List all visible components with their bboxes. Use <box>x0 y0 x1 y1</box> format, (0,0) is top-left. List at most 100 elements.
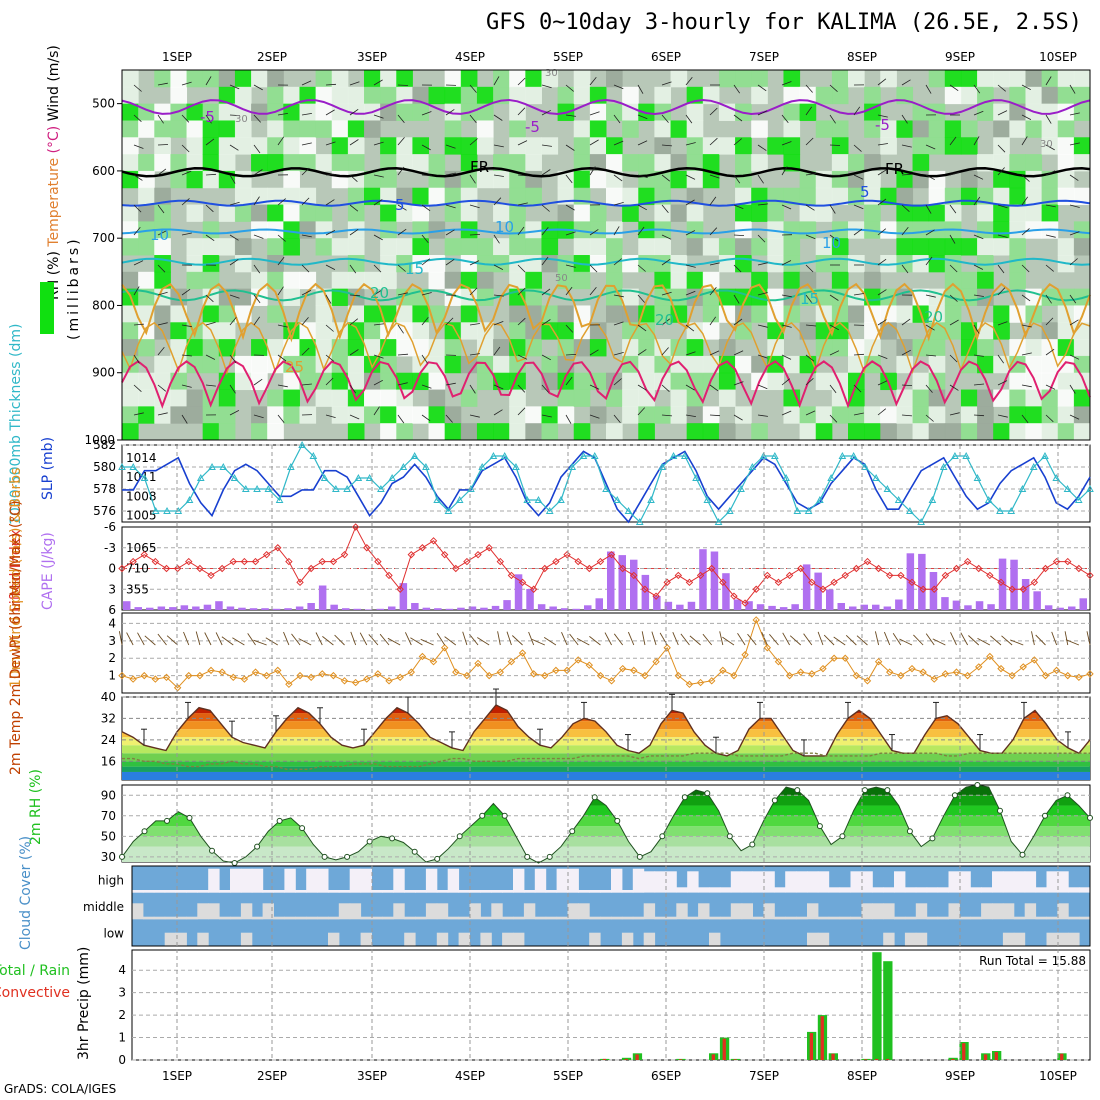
cape-bar <box>192 606 200 610</box>
thickness-marker <box>906 506 914 514</box>
wind-barb <box>973 110 984 116</box>
rh-cell <box>654 339 672 357</box>
cloud-cell <box>1002 871 1015 893</box>
wind-barb <box>661 318 671 326</box>
wind-barb <box>325 377 334 386</box>
wind-barb <box>817 631 824 646</box>
wind-barb <box>589 349 599 356</box>
wind-speed-marker <box>1008 671 1016 680</box>
wind-barb <box>195 631 201 646</box>
wind-speed-marker <box>596 671 605 680</box>
lifted-index-marker <box>685 578 694 587</box>
wind-barb <box>853 174 864 180</box>
lifted-index-marker <box>285 557 293 566</box>
rh-cell <box>412 154 430 172</box>
rh-cell <box>444 70 462 88</box>
rh-cell <box>670 170 688 189</box>
rh-cell <box>606 154 623 172</box>
wind-barb <box>997 167 1005 176</box>
rh-cell <box>783 187 801 206</box>
wind-barb <box>322 636 334 646</box>
wind-speed-marker <box>274 666 282 675</box>
wind-speed-marker <box>129 675 137 683</box>
cloud-cell <box>589 890 601 893</box>
wind-barb <box>661 291 672 296</box>
rh-cell <box>1025 423 1043 441</box>
cloud-cell <box>992 903 1004 920</box>
lifted-index-marker <box>463 557 471 566</box>
thickness-marker <box>264 484 273 492</box>
wind-barb <box>637 174 648 178</box>
wind-speed-marker <box>763 644 772 652</box>
cape-bar <box>353 608 361 610</box>
rh-cell <box>509 154 526 172</box>
wind-speed-marker <box>285 680 293 689</box>
rh-cell <box>783 221 801 239</box>
wind-speed-marker <box>963 671 972 680</box>
wind-barb <box>1021 384 1032 388</box>
rh-cell <box>735 187 752 206</box>
cloud-cell <box>796 871 808 893</box>
wind-barb <box>253 414 264 419</box>
rh-cell <box>880 255 897 273</box>
contour-label: -5 <box>200 108 215 126</box>
thickness-marker <box>523 495 532 503</box>
rh-cell <box>380 154 397 172</box>
cloud-cell <box>306 916 318 920</box>
rh-cell <box>896 221 914 239</box>
wind-barb <box>229 84 240 90</box>
wind-barb <box>925 633 935 646</box>
wind-speed-marker <box>808 670 816 678</box>
cloud-cell <box>621 916 634 920</box>
rh-cell <box>815 339 833 357</box>
wind-barb <box>397 292 408 296</box>
wind-barb <box>205 138 215 146</box>
rh-cell <box>460 204 478 222</box>
thickness-marker <box>433 495 442 503</box>
rh-cell <box>1009 86 1026 105</box>
rh-cell <box>525 271 542 290</box>
wind-barb <box>1021 136 1028 146</box>
wind-barb <box>565 231 576 236</box>
rh-cell <box>476 288 494 306</box>
thickness-marker <box>1063 484 1072 492</box>
wind-barb <box>661 204 669 213</box>
wind-barb <box>157 114 164 124</box>
rh-cell <box>960 187 978 206</box>
wind-barb <box>805 354 815 362</box>
cape-bar <box>330 604 338 610</box>
y-tick-label: 700 <box>92 231 115 245</box>
rh-cell <box>1041 406 1059 424</box>
thickness-marker <box>1052 473 1061 481</box>
rh-cell <box>896 120 914 138</box>
lifted-index-marker <box>173 564 182 573</box>
cape-bar <box>687 601 696 610</box>
wind-barb <box>883 631 891 646</box>
cloud-cell <box>970 916 982 920</box>
rh-marker <box>929 835 936 842</box>
wind-barb <box>719 631 724 646</box>
wind-barb <box>968 635 980 646</box>
wind-speed-marker <box>863 677 872 685</box>
thickness-marker <box>545 506 554 514</box>
wind-barb <box>925 144 936 150</box>
wind-barb <box>661 347 669 356</box>
wind-barb <box>349 264 357 274</box>
wind-speed-marker <box>1052 666 1061 675</box>
wind-barb <box>1069 142 1080 146</box>
thickness-line <box>122 444 1091 523</box>
wind-barb <box>565 264 576 268</box>
rh-cell <box>573 86 591 105</box>
rh-cell <box>170 389 188 407</box>
thickness-marker <box>849 451 858 459</box>
y-tick-label-right: 355 <box>126 582 149 596</box>
rh-cell <box>234 86 252 105</box>
y-tick-label: 0 <box>118 1053 126 1067</box>
rh-cell <box>718 255 736 273</box>
rh-cell <box>735 137 752 155</box>
wind-barb <box>733 294 740 304</box>
rh-cell <box>864 204 881 222</box>
wind-barb <box>397 264 406 272</box>
wind-barb <box>301 80 312 86</box>
